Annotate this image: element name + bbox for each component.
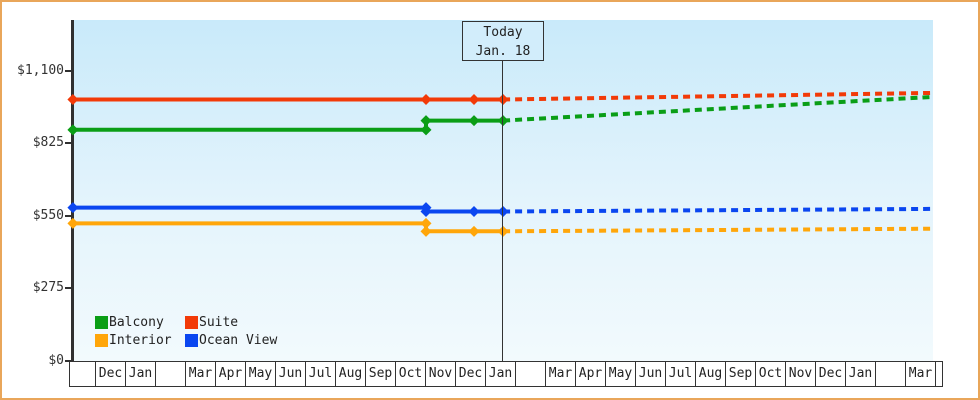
month-cell-may: May [246,362,276,386]
month-cell-nov: Nov [426,362,456,386]
y-tick-mark [65,287,72,289]
month-cell-dec: Dec [456,362,486,386]
today-marker-line [502,61,503,362]
month-cell-mar: Mar [186,362,216,386]
legend-item-suite: Suite [185,315,275,330]
legend-label: Ocean View [199,332,278,348]
legend: Balcony Suite Interior Ocean View [95,313,278,349]
month-cell-sep: Sep [366,362,396,386]
month-cell-aug: Aug [336,362,366,386]
legend-swatch [95,333,108,347]
month-cell-sep: Sep [726,362,756,386]
legend-label: Balcony [109,314,164,330]
y-tick-mark [65,214,72,217]
month-cell-jan: Jan [846,362,876,386]
y-tick-label: $825 [32,135,64,150]
y-axis-line [71,20,74,364]
y-tick-mark [65,359,72,362]
legend-swatch [185,315,198,329]
month-cell-jul: Jul [306,362,336,386]
month-cell-may: May [606,362,636,386]
y-tick-mark [65,142,72,144]
today-label: Today [483,25,523,40]
month-cell-oct: Oct [756,362,786,386]
month-cell-apr: Apr [216,362,246,386]
month-cell-mar: Mar [906,362,936,386]
y-tick-label: $0 [48,352,64,368]
month-cell-aug: Aug [696,362,726,386]
month-cell-empty [936,362,942,386]
legend-label: Interior [109,332,172,348]
month-cell-dec: Dec [816,362,846,386]
legend-item-ocean-view: Ocean View [185,332,278,348]
month-cell-jan: Jan [486,362,516,386]
month-cell-empty [70,362,96,386]
legend-item-interior: Interior [95,333,185,348]
month-cell-jul: Jul [666,362,696,386]
y-tick-label: $1,100 [17,62,64,78]
y-tick-mark [65,69,72,72]
y-tick-label: $550 [32,207,64,223]
month-cell-oct: Oct [396,362,426,386]
legend-item-balcony: Balcony [95,315,185,330]
month-cell-empty [876,362,906,386]
legend-label: Suite [199,314,239,330]
legend-swatch [185,333,198,347]
month-cell-jun: Jun [636,362,666,386]
today-date: Jan. 18 [475,44,531,59]
month-cell-dec: Dec [96,362,126,386]
month-cell-apr: Apr [576,362,606,386]
y-tick-label: $275 [32,280,64,295]
plot-area [74,20,933,361]
month-cell-empty [156,362,186,386]
month-cell-empty [516,362,546,386]
month-cell-mar: Mar [546,362,576,386]
month-cell-nov: Nov [786,362,816,386]
legend-swatch [95,315,108,329]
x-axis-month-table: Dec Jan Mar Apr May Jun Jul Aug Sep Oct Nov Dec Jan M… [69,361,943,387]
month-cell-jun: Jun [276,362,306,386]
today-annotation-box: Today Jan. 18 [462,21,544,61]
month-cell-jan: Jan [126,362,156,386]
